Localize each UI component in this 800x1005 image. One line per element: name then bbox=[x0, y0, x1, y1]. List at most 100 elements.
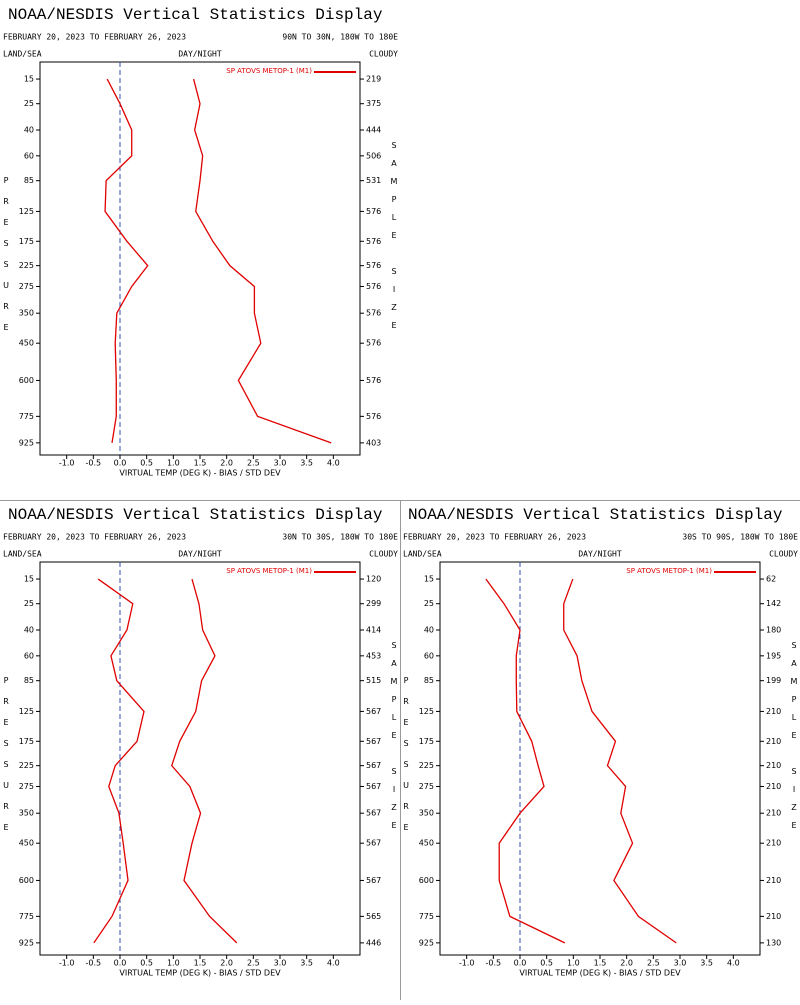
y-tick-label: 350 bbox=[19, 309, 34, 318]
y-tick-label: 60 bbox=[24, 151, 34, 160]
date-range: FEBRUARY 20, 2023 TO FEBRUARY 26, 2023 bbox=[3, 33, 186, 42]
y2-axis-label: SAMPLE SIZE bbox=[790, 641, 799, 839]
header: CLOUDY bbox=[369, 550, 398, 559]
y-tick-label: 85 bbox=[24, 676, 34, 685]
x-tick-label: -1.0 bbox=[59, 459, 75, 468]
sample-size-label: 576 bbox=[366, 237, 381, 246]
sample-size-label: 567 bbox=[366, 782, 381, 791]
y-axis-label: PRESSURE bbox=[402, 676, 411, 844]
x-tick-label: 2.0 bbox=[220, 459, 233, 468]
y-tick-label: 925 bbox=[19, 438, 34, 447]
x-tick-label: 3.0 bbox=[274, 459, 287, 468]
y-tick-label: 40 bbox=[24, 625, 34, 634]
x-tick-label: 1.5 bbox=[194, 459, 207, 468]
x-axis-label: VIRTUAL TEMP (DEG K) - BIAS / STD DEV bbox=[519, 969, 681, 978]
x-axis-label: VIRTUAL TEMP (DEG K) - BIAS / STD DEV bbox=[119, 469, 281, 478]
header: CLOUDY bbox=[369, 50, 398, 59]
x-tick-label: 4.0 bbox=[727, 959, 740, 968]
x-tick-label: 2.5 bbox=[647, 959, 660, 968]
header: LAND/SEA bbox=[403, 550, 442, 559]
bias-line bbox=[93, 578, 145, 944]
sample-size-label: 210 bbox=[766, 737, 781, 746]
y-tick-label: 15 bbox=[424, 575, 434, 584]
region: 90N TO 30N, 180W TO 180E bbox=[282, 33, 398, 42]
sample-size-label: 403 bbox=[366, 438, 381, 447]
y-tick-label: 275 bbox=[419, 782, 434, 791]
sample-size-label: 576 bbox=[366, 207, 381, 216]
x-tick-label: -0.5 bbox=[86, 459, 102, 468]
y-tick-label: 175 bbox=[19, 237, 34, 246]
sample-size-label: 576 bbox=[366, 412, 381, 421]
y-tick-label: 125 bbox=[19, 207, 34, 216]
y-tick-label: 275 bbox=[19, 782, 34, 791]
x-tick-label: 1.5 bbox=[194, 959, 207, 968]
header: LAND/SEA bbox=[3, 50, 42, 59]
sample-size-label: 130 bbox=[766, 938, 781, 947]
sample-size-label: 210 bbox=[766, 839, 781, 848]
sample-size-label: 210 bbox=[766, 761, 781, 770]
sample-size-label: 142 bbox=[766, 599, 781, 608]
y-tick-label: 15 bbox=[24, 75, 34, 84]
y-tick-label: 925 bbox=[19, 938, 34, 947]
y-tick-label: 60 bbox=[24, 651, 34, 660]
y-tick-label: 600 bbox=[419, 876, 434, 885]
x-tick-label: 3.5 bbox=[300, 459, 313, 468]
sample-size-label: 210 bbox=[766, 876, 781, 885]
region: 30S TO 90S, 180W TO 180E bbox=[682, 533, 798, 542]
y-tick-label: 40 bbox=[24, 125, 34, 134]
sample-size-label: 210 bbox=[766, 809, 781, 818]
x-tick-label: 3.0 bbox=[674, 959, 687, 968]
sample-size-label: 565 bbox=[366, 912, 381, 921]
x-tick-label: 3.5 bbox=[300, 959, 313, 968]
sample-size-label: 199 bbox=[766, 676, 781, 685]
sample-size-label: 567 bbox=[366, 707, 381, 716]
std-dev-line bbox=[192, 78, 332, 444]
header: LAND/SEA bbox=[3, 550, 42, 559]
y-tick-label: 775 bbox=[419, 912, 434, 921]
x-tick-label: 1.5 bbox=[594, 959, 607, 968]
sample-size-label: 210 bbox=[766, 912, 781, 921]
y-tick-label: 775 bbox=[19, 412, 34, 421]
title: NOAA/NESDIS Vertical Statistics Display bbox=[8, 6, 383, 24]
sample-size-label: 453 bbox=[366, 651, 381, 660]
date-range: FEBRUARY 20, 2023 TO FEBRUARY 26, 2023 bbox=[403, 533, 586, 542]
chart-panel: NOAA/NESDIS Vertical Statistics Display F… bbox=[2, 6, 399, 477]
std-dev-line bbox=[171, 578, 238, 944]
x-tick-label: 2.5 bbox=[247, 459, 260, 468]
sample-size-label: 567 bbox=[366, 839, 381, 848]
y-tick-label: 225 bbox=[19, 261, 34, 270]
y-tick-label: 175 bbox=[419, 737, 434, 746]
sample-size-label: 210 bbox=[766, 782, 781, 791]
chart-panel: NOAA/NESDIS Vertical Statistics Display F… bbox=[402, 506, 799, 977]
y-tick-label: 60 bbox=[424, 651, 434, 660]
sample-size-label: 576 bbox=[366, 309, 381, 318]
sample-size-label: 62 bbox=[766, 575, 776, 584]
x-tick-label: 3.5 bbox=[700, 959, 713, 968]
x-tick-label: 4.0 bbox=[327, 459, 340, 468]
y-axis-label: PRESSURE bbox=[2, 176, 11, 344]
title: NOAA/NESDIS Vertical Statistics Display bbox=[408, 506, 783, 524]
x-tick-label: 0.5 bbox=[140, 459, 153, 468]
x-tick-label: 0.5 bbox=[540, 959, 553, 968]
x-tick-label: 4.0 bbox=[327, 959, 340, 968]
y2-axis-label: SAMPLE SIZE bbox=[390, 141, 399, 339]
sample-size-label: 120 bbox=[366, 575, 381, 584]
bias-line bbox=[104, 78, 149, 443]
sample-size-label: 576 bbox=[366, 282, 381, 291]
sample-size-label: 444 bbox=[366, 125, 381, 134]
sample-size-label: 567 bbox=[366, 876, 381, 885]
y-tick-label: 85 bbox=[24, 176, 34, 185]
y-tick-label: 925 bbox=[419, 938, 434, 947]
y-tick-label: 600 bbox=[19, 376, 34, 385]
sample-size-label: 219 bbox=[366, 75, 381, 84]
sample-size-label: 446 bbox=[366, 938, 381, 947]
x-tick-label: 1.0 bbox=[167, 959, 180, 968]
sample-size-label: 576 bbox=[366, 339, 381, 348]
x-tick-label: -1.0 bbox=[459, 959, 475, 968]
x-tick-label: 2.5 bbox=[247, 959, 260, 968]
y-tick-label: 25 bbox=[24, 599, 34, 608]
y2-axis-label: SAMPLE SIZE bbox=[390, 641, 399, 839]
chart-panel: NOAA/NESDIS Vertical Statistics Display F… bbox=[2, 506, 399, 977]
